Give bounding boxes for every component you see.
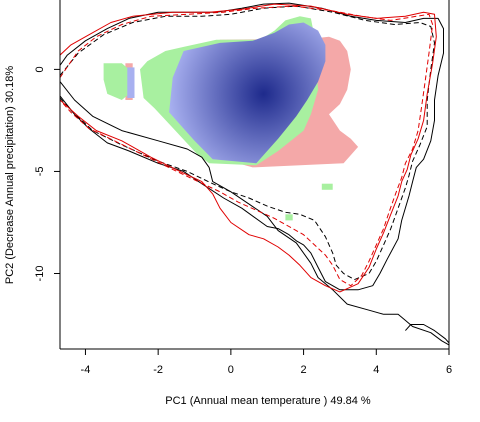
y-tick-label: -10 <box>34 266 46 282</box>
contour-line-2 <box>60 81 449 346</box>
x-tick-label: -2 <box>153 364 163 376</box>
region-green-small <box>103 63 130 100</box>
climate-regions <box>103 16 359 221</box>
region-blue-density <box>169 22 326 164</box>
y-axis-title: PC2 (Decrease Annual precipitation) 30.1… <box>4 66 16 285</box>
x-axis-title: PC1 (Annual mean temperature ) 49.84 % <box>165 395 371 407</box>
x-tick-label: 2 <box>301 364 307 376</box>
x-tick-label: 4 <box>373 364 379 376</box>
contour-line-5 <box>60 3 437 293</box>
x-tick-label: -4 <box>81 364 91 376</box>
x-tick-label: 0 <box>228 364 234 376</box>
region-green-small <box>321 183 333 190</box>
contour-lines <box>60 2 449 346</box>
contour-line-3 <box>405 324 449 344</box>
x-axis: -4 -2 0 2 4 6 <box>81 348 452 376</box>
y-axis: 0 -5 -10 <box>34 66 61 282</box>
plot-area <box>60 2 449 346</box>
x-tick-label: 6 <box>446 364 452 376</box>
y-tick-label: -5 <box>34 167 46 177</box>
region-green-small <box>285 214 293 221</box>
region-blue-small <box>127 67 135 98</box>
contour-line-4 <box>60 5 435 281</box>
y-tick-label: 0 <box>34 66 46 72</box>
contour-line-6 <box>60 5 434 287</box>
contour-line-1 <box>60 2 444 291</box>
